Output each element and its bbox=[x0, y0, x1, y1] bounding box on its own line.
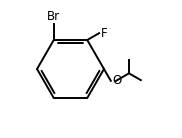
Text: O: O bbox=[113, 74, 122, 87]
Text: F: F bbox=[100, 27, 107, 40]
Text: Br: Br bbox=[47, 10, 60, 23]
